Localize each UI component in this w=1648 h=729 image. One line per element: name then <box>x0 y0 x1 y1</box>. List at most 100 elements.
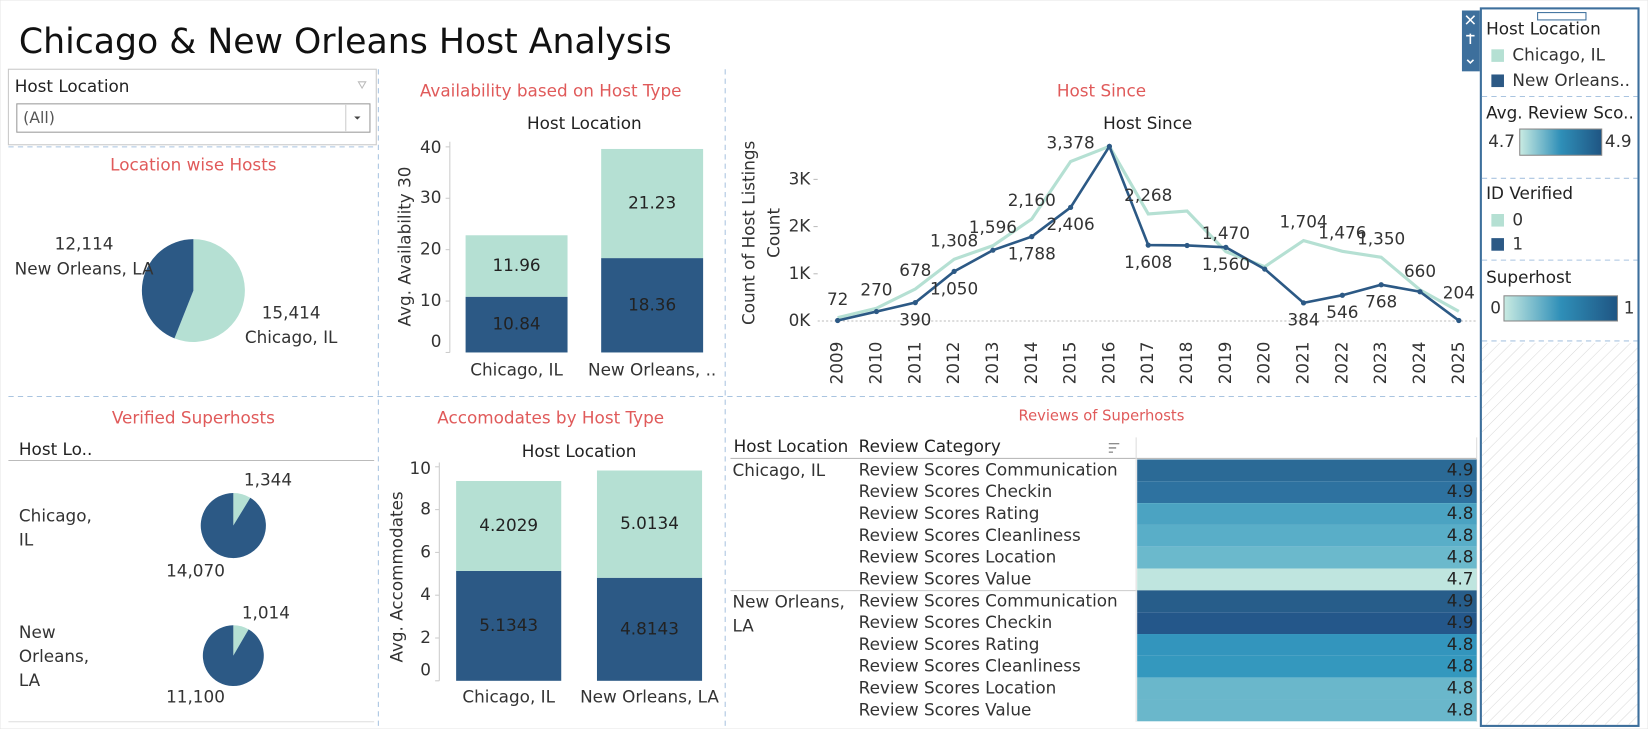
legend-label[interactable]: Chicago, IL <box>1512 45 1605 65</box>
point-value-label: 1,608 <box>1124 252 1172 272</box>
x-tick-label: 2025 <box>1448 342 1468 385</box>
line-point <box>835 317 841 324</box>
point-value-label: 1,560 <box>1202 254 1250 274</box>
cell-value: 4.8 <box>1447 678 1474 698</box>
legend-swatch <box>1491 238 1504 251</box>
point-value-label: 1,350 <box>1357 228 1405 248</box>
x-tick-label: 2021 <box>1293 342 1313 385</box>
legend-control-icons[interactable] <box>1465 15 1476 65</box>
cell-value: 4.8 <box>1447 699 1474 719</box>
line-point <box>873 308 880 315</box>
bar-value-label: 4.8143 <box>620 618 679 638</box>
point-value-label: 1,788 <box>1008 243 1056 263</box>
row-label: Review Scores Checkin <box>859 481 1053 501</box>
sort-icon[interactable] <box>1108 443 1120 453</box>
legend-label[interactable]: 0 <box>1512 209 1523 229</box>
pie-slice <box>233 625 249 656</box>
y-tick-label: 8 <box>420 499 431 519</box>
slice-value-label: 14,070 <box>166 561 225 581</box>
row-label: Review Scores Checkin <box>859 612 1053 632</box>
row-label: Review Scores Value <box>859 699 1032 719</box>
column-header: Host Location <box>522 441 637 461</box>
dropdown-arrow[interactable] <box>354 116 361 120</box>
legend-grip[interactable] <box>1537 12 1587 21</box>
legend-title: Host Location <box>1486 18 1601 38</box>
y-tick-label: 3K <box>789 168 812 188</box>
chart-header: Host Since <box>1103 113 1192 133</box>
point-value-label: 2,406 <box>1047 214 1095 234</box>
bar-segment <box>456 480 562 571</box>
point-value-label: 1,050 <box>930 278 978 298</box>
y-axis-title: Avg. Availability 30 <box>395 167 415 327</box>
legend-label[interactable]: 1 <box>1512 233 1523 253</box>
pie-slice <box>200 493 266 559</box>
cell-value: 4.8 <box>1447 525 1474 545</box>
legend-frame <box>1479 7 1640 727</box>
cell-value: 4.8 <box>1447 656 1474 676</box>
filter-value[interactable]: (All) <box>23 108 55 127</box>
x-tick-label: 2024 <box>1409 342 1429 385</box>
line-point <box>1262 266 1268 272</box>
bar-value-label: 5.1343 <box>479 615 538 635</box>
legend-separators <box>1481 95 1638 342</box>
slice-value-label: 11,100 <box>166 687 225 707</box>
bar-segment <box>456 570 562 681</box>
chart-title: Location wise Hosts <box>110 155 276 175</box>
point-value-label: 270 <box>860 279 892 299</box>
row-label: Review Scores Location <box>859 547 1057 567</box>
point-value-label: 1,476 <box>1318 222 1366 242</box>
line-point <box>1067 204 1074 211</box>
heat-cell <box>1137 546 1477 569</box>
legend-title: Avg. Review Sco.. <box>1486 102 1634 122</box>
heat-cell <box>1137 655 1477 678</box>
point-value-label: 1,704 <box>1279 212 1327 232</box>
empty-area <box>1481 343 1638 725</box>
cell-value: 4.9 <box>1447 590 1474 610</box>
row-label: Review Scores Cleanliness <box>859 525 1081 545</box>
filter-icon[interactable] <box>357 81 367 90</box>
point-value-label: 1,596 <box>969 217 1017 237</box>
point-value-label: 72 <box>827 289 848 309</box>
y-tick-label: 20 <box>420 239 441 259</box>
pie-slice <box>174 239 245 342</box>
x-tick-label: 2009 <box>827 342 847 385</box>
x-tick-label: Chicago, IL <box>470 359 563 379</box>
cell-value: 4.9 <box>1447 481 1474 501</box>
heat-cell <box>1137 612 1477 635</box>
legend-title: ID Verified <box>1486 183 1573 203</box>
cell-value: 4.9 <box>1447 459 1474 479</box>
y-axis-title: Count <box>764 208 784 258</box>
x-tick-label: 2022 <box>1331 342 1351 385</box>
filter-label: Host Location <box>15 76 130 96</box>
line-point <box>1300 300 1307 306</box>
separators <box>8 69 1477 726</box>
bar-segment <box>601 148 704 259</box>
filter-dropdown[interactable] <box>16 103 371 133</box>
bar-segment <box>465 296 568 353</box>
chart-title: Reviews of Superhosts <box>1019 407 1185 424</box>
bar-value-label: 11.96 <box>492 255 540 275</box>
line-point <box>1184 242 1190 249</box>
point-value-label: 204 <box>1443 283 1475 303</box>
x-tick-label: 2019 <box>1215 342 1235 385</box>
legend-range-label: 4.7 <box>1488 131 1515 151</box>
line-point <box>1223 244 1229 250</box>
heat-cell <box>1137 677 1477 700</box>
cell-value: 4.8 <box>1447 634 1474 654</box>
point-value-label: 384 <box>1287 310 1319 330</box>
bar-value-label: 5.0134 <box>620 513 679 533</box>
row-label: Review Scores Communication <box>859 590 1118 610</box>
legend-label[interactable]: New Orleans.. <box>1512 70 1630 90</box>
legend-range-label: 0 <box>1490 297 1501 317</box>
line-series <box>837 144 1460 320</box>
dashboard-title: Chicago & New Orleans Host Analysis <box>19 22 672 62</box>
pie-slice <box>233 493 251 526</box>
dashboard-content: Chicago & New Orleans Host Analysis Host… <box>7 7 1640 727</box>
point-value-label: 1,470 <box>1202 223 1250 243</box>
row-label: Review Scores Location <box>859 678 1057 698</box>
chart-title: Verified Superhosts <box>112 408 275 428</box>
row-label: Review Scores Value <box>859 568 1032 588</box>
y-tick-label: 0 <box>431 331 442 351</box>
line-point <box>1106 143 1113 149</box>
